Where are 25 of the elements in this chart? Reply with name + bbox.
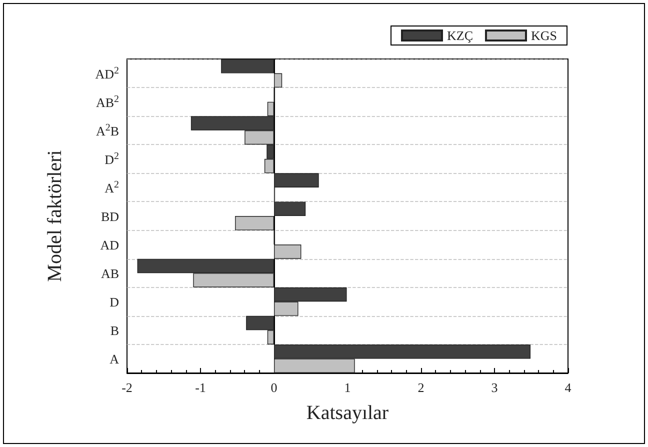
y-tick-label: A (110, 352, 120, 367)
legend-label: KZÇ (446, 28, 473, 43)
y-tick-label: D$^{2}$ (104, 150, 119, 167)
x-tick-label: 1 (344, 380, 351, 395)
bar (274, 173, 319, 188)
y-tick-label: AB$^{2}$ (96, 93, 119, 110)
bar (274, 202, 306, 216)
x-tick-label: 4 (564, 380, 572, 395)
y-axis-title: Model faktörleri (44, 150, 66, 282)
y-tick-label: A$^{2}$B (96, 122, 120, 138)
x-tick-label: -1 (195, 380, 206, 395)
y-tick-label: D (110, 294, 119, 310)
x-tick-label: 3 (491, 380, 498, 395)
x-tick-label: -2 (122, 380, 132, 395)
y-tick-label: AD (100, 238, 119, 253)
y-tick-label: AB (100, 266, 120, 282)
legend-label: KGS (530, 28, 558, 43)
y-tick-label: AD$^{2}$ (95, 64, 119, 82)
x-tick-label: 0 (270, 380, 278, 395)
y-tick-label: BD (100, 209, 119, 224)
y-tick-label: A$^{2}$ (104, 178, 119, 196)
x-axis-title: Katsayılar (306, 402, 389, 424)
y-tick-label: B (110, 323, 120, 338)
x-tick-label: 2 (418, 380, 424, 395)
bar (221, 59, 274, 74)
